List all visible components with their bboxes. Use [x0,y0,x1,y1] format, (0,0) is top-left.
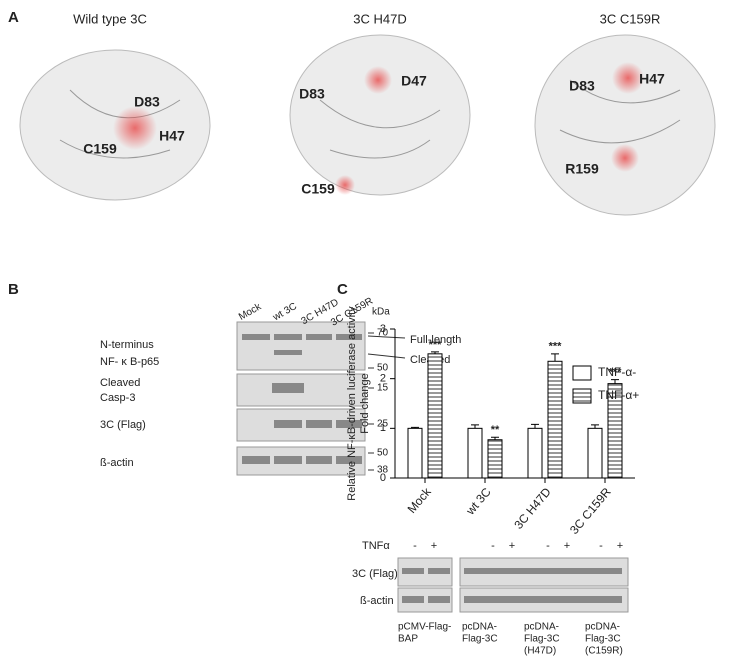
bar [547,360,563,479]
significance-label: *** [609,367,623,379]
marker-label: 25 [377,419,389,430]
bar [467,427,483,479]
row-label: N-terminus [100,339,154,351]
y-tick-label: 0 [380,472,386,484]
group-label: (H47D) [524,646,556,657]
row-label: NF- κ B-p65 [100,356,159,368]
legend-label: TNF-α+ [598,388,639,402]
residue-label: C159 [301,181,335,197]
marker-label: 50 [377,363,389,374]
residue-label: R159 [565,161,599,177]
residue-label: C159 [83,141,117,157]
significance-label: *** [429,339,443,351]
residue-label: D83 [569,78,595,94]
sign: + [431,540,437,552]
group-label: Flag-3C [524,634,560,645]
arrow-label: Full-length [410,334,461,346]
y-tick-label: 1 [380,422,386,434]
legend-swatch [572,388,592,404]
group-label: pcDNA- [462,622,497,633]
sign: + [617,540,623,552]
sign: - [413,540,417,552]
x-tick-label: wt 3C [463,485,494,519]
structure-title: 3C C159R [600,11,661,26]
row-label: Casp-3 [100,392,135,404]
row-label: ß-actin [100,457,134,469]
bar [587,427,603,479]
group-label: Flag-3C [462,634,498,645]
error-bar [431,351,439,354]
structure-title: 3C H47D [353,11,406,26]
error-bar [531,423,539,429]
group-label: pcDNA- [524,622,559,633]
arrow [367,353,406,359]
legend-swatch [572,365,592,381]
treatment-label: TNFα [362,540,390,552]
y-axis-label: Fold change [359,373,371,434]
structures [19,34,716,216]
residue-label: D47 [401,73,427,89]
lane-label: Mock [237,301,264,323]
group-label: pCMV-Flag- [398,622,451,633]
panel-letter: A [8,9,19,26]
bar [427,353,443,479]
residue-label: D83 [299,86,325,102]
residue-label: H47 [639,71,665,87]
x-tick-label: 3C H47D [511,485,554,532]
marker-label: 38 [377,465,389,476]
sign: - [599,540,603,552]
group-label: BAP [398,634,418,645]
row-label: 3C (Flag) [352,568,398,580]
residue-label: H47 [159,128,185,144]
row-label: Cleaved [100,377,140,389]
residue-label: D83 [134,94,160,110]
row-label: 3C (Flag) [100,419,146,431]
bar [407,427,423,479]
significance-label: ** [491,424,500,436]
error-bar [551,353,559,362]
sign: + [509,540,515,552]
bar [527,427,543,479]
panel-letter: C [337,281,348,298]
arrow [367,335,406,339]
error-bar [411,426,419,429]
bar [487,439,503,479]
x-tick-label: 3C C159R [567,485,614,537]
panel-letter: B [8,281,19,298]
group-label: pcDNA- [585,622,620,633]
sign: - [546,540,550,552]
lane-label: wt 3C [270,301,299,324]
legend-label: TNF-α- [598,365,636,379]
x-tick-label: Mock [405,484,435,516]
group-label: Flag-3C [585,634,621,645]
structure-title: Wild type 3C [73,11,147,26]
marker-label: 15 [377,383,389,394]
error-bar [491,436,499,440]
row-label: ß-actin [360,595,394,607]
error-bar [471,424,479,429]
error-bar [591,424,599,429]
unit-label: kDa [372,307,390,318]
group-label: (C159R) [585,646,623,657]
significance-label: *** [549,341,563,353]
blots [236,321,629,613]
error-bar [611,379,619,384]
y-tick-label: 2 [380,373,386,385]
marker-label: 70 [377,328,389,339]
y-axis-label: Relative NF-κB-driven luciferase activit… [346,306,358,501]
sign: + [564,540,570,552]
marker-label: 50 [377,448,389,459]
sign: - [491,540,495,552]
y-tick-label: 3 [380,323,386,335]
